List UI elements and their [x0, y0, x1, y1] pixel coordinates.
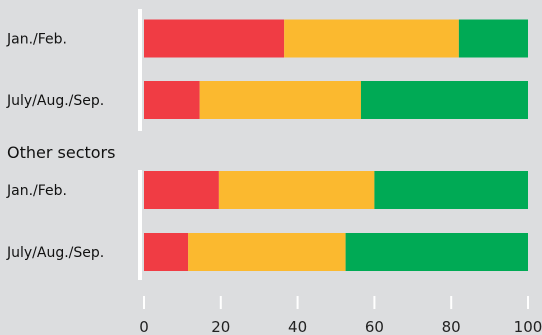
x-tick-mark-20	[219, 296, 222, 309]
bar-segment-row-1-series-3	[458, 19, 528, 58]
bar-segment-row-4-series-2	[188, 233, 346, 271]
bar-segment-row-4-series-3	[345, 233, 528, 271]
y-axis-line-group-2	[138, 170, 142, 280]
bar-segment-row-3-series-2	[218, 171, 375, 209]
x-tick-label-100: 100	[514, 318, 542, 335]
x-tick-label-40: 40	[288, 318, 307, 335]
category-label-4: July/Aug./Sep.	[6, 245, 104, 261]
x-tick-label-60: 60	[365, 318, 384, 335]
bar-segment-row-1-series-1	[144, 19, 285, 58]
x-tick-mark-40	[296, 296, 299, 309]
category-label-3: Jan./Feb.	[6, 183, 67, 199]
x-tick-label-20: 20	[211, 318, 230, 335]
bar-segment-row-3-series-1	[144, 171, 219, 209]
category-label-1: Jan./Feb.	[6, 32, 67, 48]
labels-layer: Jan./Feb. July/Aug./Sep. Jan./Feb. July/Aug…	[6, 32, 115, 262]
bar-segment-row-1-series-2	[284, 19, 459, 58]
bar-segment-row-2-series-3	[360, 81, 528, 119]
bar-segment-row-4-series-1	[144, 233, 189, 271]
axis-layer	[138, 9, 142, 280]
ticks-layer: 0 20 40 60 80 100	[139, 296, 542, 335]
y-axis-line-group-1	[138, 9, 142, 131]
x-tick-mark-100	[527, 296, 529, 309]
x-tick-mark-0	[143, 296, 145, 309]
bar-segment-row-3-series-3	[374, 171, 528, 209]
category-label-2: July/Aug./Sep.	[6, 93, 104, 109]
group-label-2: Other sectors	[7, 143, 115, 162]
bars-layer	[144, 19, 528, 271]
bar-segment-row-2-series-1	[144, 81, 200, 119]
bar-segment-row-2-series-2	[199, 81, 361, 119]
x-tick-label-0: 0	[139, 318, 149, 335]
x-tick-label-80: 80	[442, 318, 461, 335]
x-tick-mark-60	[373, 296, 376, 309]
x-tick-mark-80	[450, 296, 453, 309]
